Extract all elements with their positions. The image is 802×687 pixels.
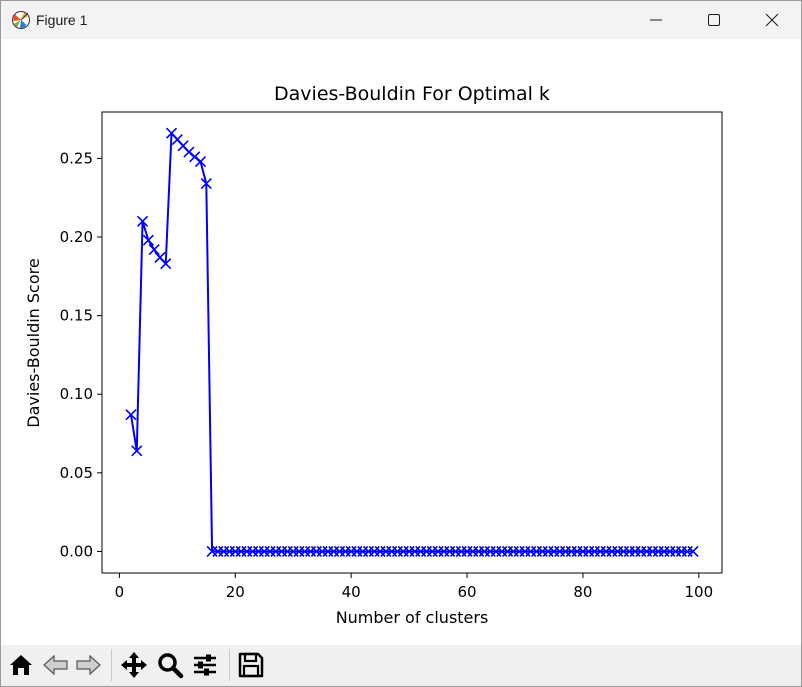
- home-icon: [10, 655, 32, 675]
- save-floppy-icon: [238, 652, 264, 678]
- plot-area-frame: [101, 111, 723, 574]
- x-tick-label: 0: [115, 583, 125, 601]
- y-tick-label: 0.00: [60, 542, 93, 560]
- matplotlib-icon: [12, 11, 30, 29]
- series-line: [129, 132, 694, 553]
- zoom-magnifier-icon: [158, 653, 184, 679]
- close-icon: [765, 13, 779, 27]
- x-tick-label: 40: [342, 583, 361, 601]
- minimize-icon: [650, 19, 662, 21]
- data-point-marker: [194, 155, 207, 168]
- zoom-button[interactable]: [155, 650, 185, 680]
- close-button[interactable]: [743, 1, 801, 39]
- data-point-marker: [131, 445, 143, 457]
- data-point-marker: [200, 177, 212, 190]
- x-tick-label: 100: [685, 583, 714, 601]
- x-tick-label: 80: [573, 583, 592, 601]
- pan-button[interactable]: [119, 650, 149, 680]
- toolbar-separator: [229, 649, 230, 681]
- navigation-toolbar: [1, 645, 801, 686]
- data-point-marker: [160, 258, 172, 270]
- y-axis-label: Davies-Bouldin Score: [24, 258, 43, 427]
- y-tick-label: 0.10: [60, 385, 93, 403]
- maximize-icon: [708, 14, 720, 26]
- title-bar[interactable]: Figure 1: [1, 1, 801, 39]
- pan-move-icon: [121, 652, 147, 678]
- y-tick-label: 0.05: [60, 464, 93, 482]
- back-arrow-icon: [43, 654, 68, 676]
- x-axis-label: Number of clusters: [336, 608, 489, 627]
- x-tick-label: 60: [457, 583, 476, 601]
- figure-canvas[interactable]: Davies-Bouldin For Optimal k 0 20 40 60 80 10…: [1, 39, 801, 645]
- data-point-marker: [142, 234, 154, 246]
- data-point-marker: [125, 409, 137, 421]
- forward-arrow-icon: [76, 654, 101, 676]
- chart: Davies-Bouldin For Optimal k 0 20 40 60 80 10…: [24, 83, 723, 627]
- data-point-marker: [136, 215, 149, 227]
- x-tick-label: 20: [226, 583, 245, 601]
- home-button[interactable]: [6, 650, 36, 680]
- maximize-button[interactable]: [685, 1, 743, 39]
- window-title: Figure 1: [36, 12, 88, 28]
- configure-subplots-icon: [194, 654, 216, 676]
- y-tick-label: 0.15: [60, 307, 93, 325]
- chart-title: Davies-Bouldin For Optimal k: [274, 83, 550, 105]
- back-button[interactable]: [41, 650, 71, 680]
- data-point-marker: [687, 545, 699, 558]
- forward-button[interactable]: [73, 650, 103, 680]
- y-tick-label: 0.20: [60, 228, 93, 246]
- toolbar-separator: [111, 649, 112, 681]
- save-button[interactable]: [236, 650, 266, 680]
- configure-subplots-button[interactable]: [190, 650, 220, 680]
- data-point-marker: [148, 244, 160, 256]
- minimize-button[interactable]: [627, 1, 685, 39]
- y-tick-label: 0.25: [60, 149, 93, 167]
